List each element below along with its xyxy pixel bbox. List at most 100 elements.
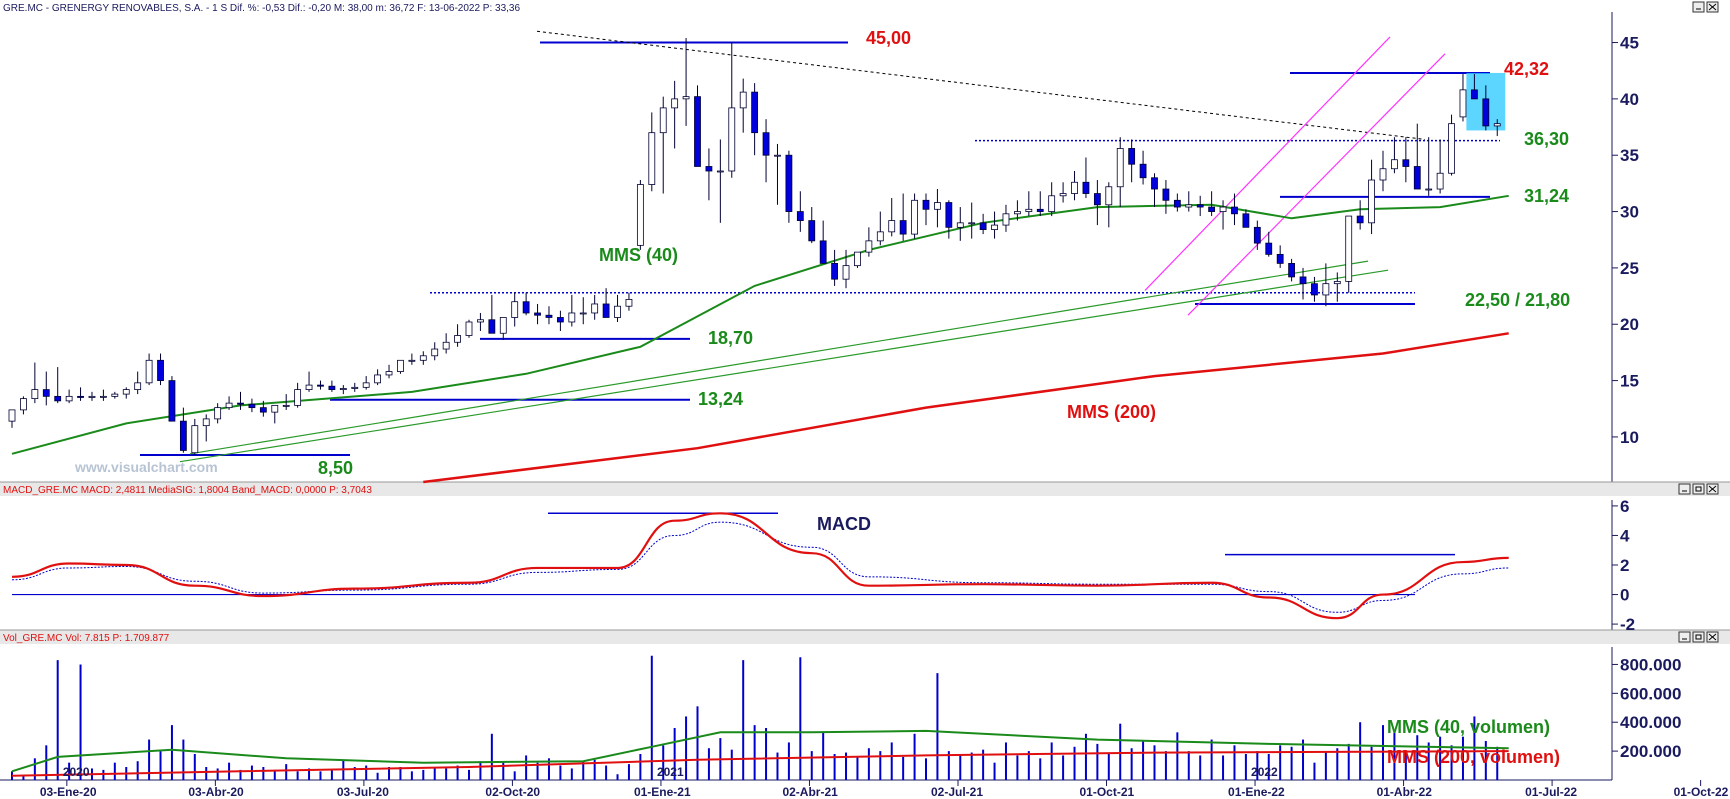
candle (1448, 114, 1455, 176)
candle-body (739, 91, 747, 109)
candle-body (191, 425, 199, 454)
candle (1185, 191, 1193, 212)
macd-axis-tick-label: 2 (1620, 556, 1629, 575)
min-icon[interactable] (1678, 483, 1691, 495)
candle-body (854, 251, 861, 267)
volume-axis-tick-label: 400.000 (1620, 713, 1681, 732)
candle-body (1391, 159, 1398, 170)
candle-body (671, 98, 679, 109)
candle (659, 96, 667, 194)
candle (968, 202, 976, 239)
candle (8, 409, 16, 428)
candle-body (20, 398, 27, 411)
candle (796, 191, 804, 232)
candle (716, 139, 724, 223)
candle (134, 371, 142, 395)
candle (808, 207, 816, 244)
min-icon[interactable] (1692, 1, 1705, 13)
candle (831, 249, 838, 286)
macd-axis-tick-label: -2 (1620, 615, 1635, 634)
price-header: GRE.MC - GRENERGY RENOVABLES, S.A. - 1 S… (3, 3, 520, 14)
time-axis-label: 03-Jul-20 (337, 785, 389, 799)
time-axis-label: 03-Ene-20 (40, 785, 97, 799)
candle-body (636, 184, 644, 246)
candle (1311, 276, 1318, 302)
price-axis-tick-label: 40 (1620, 90, 1639, 109)
candle-body (1333, 281, 1341, 285)
level-label-45: 45,00 (866, 28, 911, 48)
candle (1173, 193, 1181, 212)
volume-window-buttons[interactable] (1678, 631, 1719, 643)
candle-body (179, 420, 187, 451)
candle-body (351, 386, 359, 389)
candle (1482, 85, 1490, 131)
macd-header: MACD_GRE.MC MACD: 2,4811 MediaSIG: 1,800… (3, 485, 372, 496)
volume-axis-tick-label: 200.000 (1620, 742, 1681, 761)
candle (591, 294, 599, 320)
level-label-1870: 18,70 (708, 328, 753, 348)
candle (1162, 180, 1170, 214)
candle (899, 193, 907, 241)
candle-body (842, 265, 850, 280)
candle (1379, 150, 1387, 192)
volume-axis-tick-label: 600.000 (1620, 684, 1681, 703)
candle-body (1368, 179, 1375, 224)
level-label-3630: 36,30 (1524, 129, 1569, 149)
candle-body (122, 389, 130, 395)
candle (145, 353, 153, 386)
candle-body (682, 96, 690, 100)
candle (785, 150, 793, 223)
volume-header-bar (0, 630, 1730, 644)
macd-window-buttons[interactable] (1678, 483, 1719, 495)
candle (168, 376, 176, 422)
candle-body (282, 404, 290, 407)
support-trendline-lower (179, 269, 1389, 463)
price-axis-tick-label: 10 (1620, 428, 1639, 447)
support-trendline-upper (189, 260, 1369, 455)
candle (419, 351, 427, 365)
candle (1071, 170, 1078, 201)
restore-icon[interactable] (1692, 483, 1705, 495)
time-axis-label: 01-Abr-22 (1377, 785, 1433, 799)
restore-icon[interactable] (1692, 631, 1705, 643)
candle-body (1002, 213, 1010, 226)
candle-body (385, 371, 393, 376)
candle-body (1402, 159, 1410, 167)
candle (214, 403, 222, 424)
candle-body (808, 220, 816, 242)
candle (545, 306, 553, 325)
candle (865, 227, 873, 257)
candle (602, 288, 610, 318)
price-window-buttons[interactable] (1692, 1, 1719, 13)
candle (1219, 200, 1227, 230)
candle-body (328, 385, 336, 391)
candle (374, 369, 382, 386)
candle-body (1185, 204, 1193, 208)
candle-body (876, 231, 884, 242)
macd-axis-tick-label: 0 (1620, 586, 1629, 605)
candle-body (111, 393, 119, 397)
candle (1391, 137, 1398, 174)
candle (339, 385, 347, 395)
candle (751, 83, 759, 156)
candle (282, 394, 290, 410)
candle (511, 292, 519, 327)
candle-body (362, 382, 370, 388)
candle (1048, 182, 1056, 217)
candle (237, 391, 244, 410)
candle-body (956, 222, 964, 228)
candle (294, 382, 302, 408)
candle (888, 198, 896, 237)
candle-body (1493, 123, 1501, 127)
candle (1333, 272, 1341, 302)
candle (1151, 173, 1158, 208)
candle (88, 391, 96, 401)
candle (1231, 193, 1238, 226)
candle (671, 80, 679, 149)
candle-body (934, 202, 941, 210)
min-icon[interactable] (1678, 631, 1691, 643)
candle (1014, 200, 1021, 221)
candle (31, 362, 39, 404)
candle-body (614, 305, 621, 318)
